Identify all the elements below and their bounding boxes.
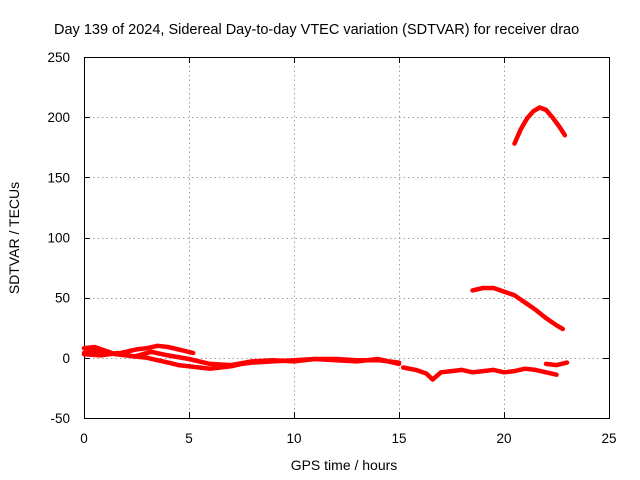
x-tick-label: 20 bbox=[496, 431, 511, 446]
x-tick-label: 5 bbox=[185, 431, 193, 446]
x-tick-label: 0 bbox=[80, 431, 88, 446]
series-layer bbox=[81, 105, 570, 382]
tick-layer: 0 5 10 15 20 25 -50 0 50 100 150 200 250 bbox=[47, 50, 616, 446]
y-tick-label: 250 bbox=[47, 50, 70, 65]
y-tick-label: 100 bbox=[47, 231, 70, 246]
series-trace-arc bbox=[512, 105, 568, 146]
y-tick-label: 50 bbox=[55, 291, 70, 306]
series-trace-afternoon bbox=[400, 365, 559, 382]
y-tick-label: 150 bbox=[47, 170, 70, 185]
series-trace-evening bbox=[543, 360, 570, 368]
y-tick-label: -50 bbox=[50, 411, 70, 426]
y-tick-label: 0 bbox=[62, 351, 70, 366]
x-axis-label: GPS time / hours bbox=[291, 457, 398, 473]
y-axis-label: SDTVAR / TECUs bbox=[6, 182, 22, 294]
y-tick-label: 200 bbox=[47, 110, 70, 125]
series-trace-hump bbox=[470, 285, 566, 332]
x-tick-label: 15 bbox=[391, 431, 406, 446]
chart-title: Day 139 of 2024, Sidereal Day-to-day VTE… bbox=[54, 22, 579, 38]
series-trace-low-3 bbox=[81, 349, 402, 368]
x-tick-label: 25 bbox=[601, 431, 616, 446]
x-tick-label: 10 bbox=[286, 431, 301, 446]
